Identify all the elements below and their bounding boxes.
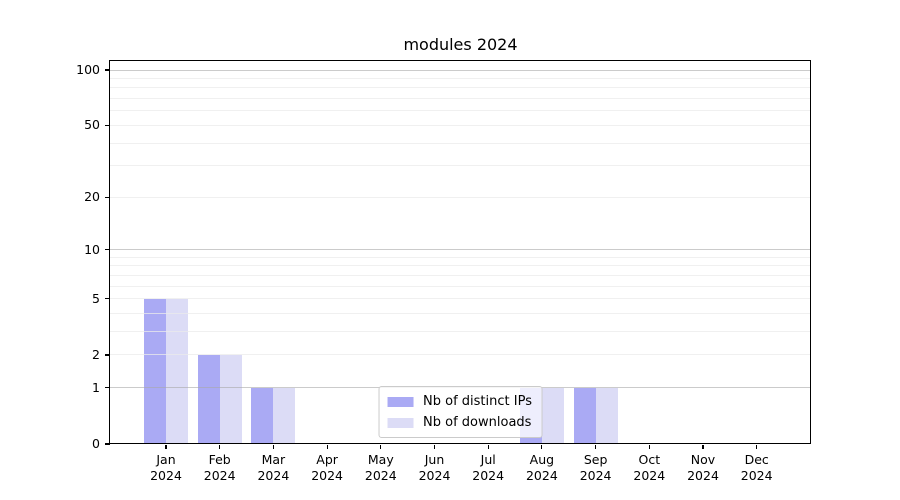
bar-distinct-ips bbox=[144, 298, 166, 444]
x-tick bbox=[380, 445, 382, 449]
x-tick-month: Feb bbox=[208, 452, 231, 467]
x-tick-label: Dec 2024 bbox=[724, 452, 790, 483]
gridline-minor bbox=[110, 331, 811, 333]
gridline-minor bbox=[110, 124, 811, 126]
gridline-minor bbox=[110, 98, 811, 100]
legend-swatch bbox=[387, 396, 414, 407]
x-tick bbox=[219, 445, 221, 449]
y-tick-label: 10 bbox=[84, 241, 100, 257]
x-tick-label: Nov 2024 bbox=[670, 452, 736, 483]
y-tick-label: 20 bbox=[84, 189, 100, 205]
x-tick-month: Oct bbox=[638, 452, 661, 467]
bar-downloads bbox=[166, 298, 188, 444]
x-tick bbox=[702, 445, 704, 449]
gridline-minor bbox=[110, 354, 811, 356]
legend-item: Nb of downloads bbox=[387, 414, 532, 431]
x-tick-year: 2024 bbox=[203, 467, 236, 483]
bar-distinct-ips bbox=[573, 387, 596, 444]
x-tick-month: Jun bbox=[424, 452, 445, 467]
bar-downloads bbox=[541, 387, 564, 444]
x-tick-label: Feb 2024 bbox=[187, 452, 253, 483]
bar-distinct-ips bbox=[251, 387, 274, 444]
x-tick bbox=[648, 445, 650, 449]
x-tick-month: Jul bbox=[480, 452, 496, 467]
x-tick-year: 2024 bbox=[257, 467, 290, 483]
gridline-major bbox=[110, 69, 811, 71]
x-tick-year: 2024 bbox=[418, 467, 451, 483]
x-tick-year: 2024 bbox=[364, 467, 397, 483]
gridline-minor bbox=[110, 256, 811, 258]
legend: Nb of distinct IPs Nb of downloads bbox=[378, 386, 543, 438]
gridline-minor bbox=[110, 265, 811, 267]
gridline-minor bbox=[110, 78, 811, 80]
x-tick-month: Dec bbox=[744, 452, 769, 467]
x-tick bbox=[272, 445, 274, 449]
x-tick-month: Aug bbox=[529, 452, 555, 467]
x-tick-label: Jan 2024 bbox=[133, 452, 199, 483]
y-tick-label: 1 bbox=[92, 379, 100, 395]
y-tick-label: 50 bbox=[84, 117, 100, 133]
chart-title: modules 2024 bbox=[403, 35, 518, 54]
x-tick bbox=[756, 445, 758, 449]
y-tick-label: 2 bbox=[92, 346, 100, 362]
legend-label: Nb of distinct IPs bbox=[423, 394, 532, 409]
x-tick-year: 2024 bbox=[150, 467, 182, 483]
x-tick-month: Jan bbox=[156, 452, 176, 467]
gridline-minor bbox=[110, 275, 811, 277]
x-tick-label: Aug 2024 bbox=[509, 452, 575, 483]
x-tick-year: 2024 bbox=[472, 467, 505, 483]
x-tick-label: Oct 2024 bbox=[616, 452, 682, 483]
x-tick-year: 2024 bbox=[687, 467, 719, 483]
x-tick-label: Sep 2024 bbox=[563, 452, 629, 483]
x-tick-year: 2024 bbox=[633, 467, 666, 483]
x-tick-year: 2024 bbox=[579, 467, 612, 483]
x-tick-label: May 2024 bbox=[348, 452, 414, 483]
gridline-minor bbox=[110, 142, 811, 144]
y-tick-label: 100 bbox=[76, 62, 100, 78]
x-tick bbox=[165, 445, 167, 449]
x-tick-label: Mar 2024 bbox=[240, 452, 306, 483]
y-tick-label: 5 bbox=[92, 290, 100, 306]
gridline-major bbox=[110, 249, 811, 251]
x-tick-label: Jun 2024 bbox=[402, 452, 468, 483]
gridline-minor bbox=[110, 298, 811, 300]
gridline-minor bbox=[110, 285, 811, 287]
plot-area: Nb of distinct IPs Nb of downloads bbox=[110, 61, 811, 444]
x-tick bbox=[595, 445, 597, 449]
x-tick-month: May bbox=[367, 452, 394, 467]
y-tick-label: 0 bbox=[92, 436, 100, 451]
gridline-minor bbox=[110, 165, 811, 167]
x-tick bbox=[541, 445, 543, 449]
x-tick-year: 2024 bbox=[740, 467, 773, 483]
grid-layer bbox=[110, 61, 811, 444]
x-tick bbox=[326, 445, 328, 449]
x-tick-month: Sep bbox=[583, 452, 608, 467]
legend-label: Nb of downloads bbox=[423, 415, 532, 430]
x-tick bbox=[487, 445, 489, 449]
x-tick-month: Mar bbox=[261, 452, 286, 467]
x-tick-month: Nov bbox=[690, 452, 716, 467]
gridline-minor bbox=[110, 196, 811, 198]
x-tick-year: 2024 bbox=[311, 467, 343, 483]
bar-downloads bbox=[219, 355, 242, 444]
x-tick-year: 2024 bbox=[525, 467, 558, 483]
legend-swatch bbox=[387, 417, 414, 428]
bar-downloads bbox=[595, 387, 618, 444]
x-tick bbox=[433, 445, 436, 449]
gridline-minor bbox=[110, 110, 811, 112]
x-tick-month: Apr bbox=[316, 452, 338, 467]
gridline-minor bbox=[110, 87, 811, 89]
x-tick-label: Apr 2024 bbox=[294, 452, 360, 483]
gridline-minor bbox=[110, 313, 811, 315]
legend-item: Nb of distinct IPs bbox=[387, 393, 532, 410]
bar-downloads bbox=[273, 387, 296, 444]
x-tick-label: Jul 2024 bbox=[455, 452, 521, 483]
bar-distinct-ips bbox=[197, 355, 220, 444]
